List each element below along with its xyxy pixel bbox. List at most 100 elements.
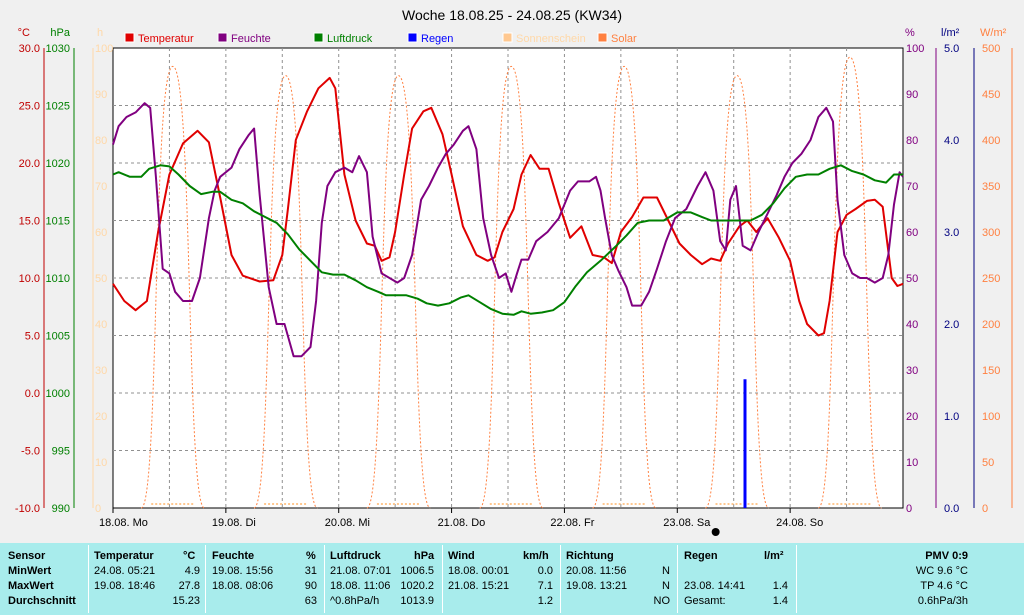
sun-tick-label: 40 [95,319,107,331]
sun-tick-label: 70 [95,181,107,193]
solar-tick-label: 450 [982,89,1000,101]
temp-tick-label: 10.0 [19,273,40,285]
temperature-min-time: 24.08. 05:21 [94,565,156,577]
stats-separator [796,545,797,613]
x-tick-label: 20.08. Mi [325,517,370,529]
wind-min-time: 18.08. 00:01 [448,565,510,577]
pressure-max-time: 18.08. 11:06 [330,580,391,592]
pressure-tick-label: 1025 [46,101,70,113]
rain-tick-label: 4.0 [944,135,959,147]
sun-tick-label: 100 [95,43,113,55]
direction-header: Richtung [566,550,614,562]
humidity-tick-label: 0 [906,503,912,515]
pressure-min-value: 1006.5 [400,565,434,577]
pmv-header: PMV 0:9 [925,550,968,562]
stats-separator [677,545,678,613]
legend-label: Solar [611,33,637,45]
direction-avg-value: NO [653,595,671,607]
pressure-tick-label: 1015 [46,216,70,228]
maxwert-label: MaxWert [8,580,54,592]
sun-tick-label: 60 [95,227,107,239]
wind-max-value: 7.1 [537,580,553,592]
legend-swatch [313,32,324,43]
legend-swatch [217,32,228,43]
humidity-avg-value: 63 [304,595,317,607]
temp-tick-label: 5.0 [25,331,40,343]
x-tick-label: 21.08. Do [438,517,486,529]
humidity-tick-label: 70 [906,181,918,193]
solar-tick-label: 300 [982,227,1000,239]
humidity-tick-label: 20 [906,411,918,423]
pressure-max-value: 1020.2 [400,580,434,592]
rain-tick-label: 5.0 [944,43,959,55]
durchschnitt-label: Durchschnitt [8,595,76,607]
sun-tick-label: 0 [95,503,101,515]
stats-separator [324,545,325,613]
rain-unit: l/m² [764,550,784,562]
x-tick-label: 22.08. Fr [550,517,594,529]
wind-min-value: 0.0 [537,565,553,577]
solar-tick-label: 100 [982,411,1000,423]
pressure-tick-label: 1030 [46,43,70,55]
pressure-tick-label: 990 [52,503,70,515]
wind-header: Wind [448,550,475,562]
solar-tick-label: 250 [982,273,1000,285]
solar-tick-label: 500 [982,43,1000,55]
wind-max-time: 21.08. 15:21 [448,580,510,592]
solar-tick-label: 200 [982,319,1000,331]
direction-max-value: N [662,580,670,592]
pressure-tick-label: 995 [52,446,70,458]
rain-total-value: 1.4 [772,595,788,607]
wind-unit: km/h [523,550,549,562]
legend-label: Feuchte [231,33,271,45]
pmv-dewpoint: TP 4.6 °C [920,580,968,592]
pressure-trend: ^0.8hPa/h [330,595,380,607]
temperature-max-time: 19.08. 18:46 [94,580,156,592]
humidity-tick-label: 60 [906,227,918,239]
solar-curve [592,65,657,509]
pressure-avg-value: 1013.9 [400,595,434,607]
humidity-max-time: 18.08. 08:06 [212,580,274,592]
pressure-tick-label: 1010 [46,273,70,285]
sun-tick-label: 90 [95,89,107,101]
temperature-min-value: 4.9 [184,565,200,577]
pressure-tick-label: 1020 [46,158,70,170]
humidity-min-time: 19.08. 15:56 [212,565,274,577]
pressure-tick-label: 1005 [46,331,70,343]
solar-tick-label: 150 [982,365,1000,377]
chart-svg: Woche 18.08.25 - 24.08.25 (KW34) Temperat… [15,7,1013,536]
temp-tick-label: 15.0 [19,216,40,228]
minwert-label: MinWert [8,565,52,577]
legend-label: Luftdruck [327,33,373,45]
pressure-unit: hPa [414,550,435,562]
pressure-header: Luftdruck [330,550,381,562]
x-tick-label: 19.08. Di [212,517,256,529]
humidity-max-value: 90 [304,580,317,592]
stats-separator [205,545,206,613]
x-tick-label: 18.08. Mo [99,517,148,529]
temperature-max-value: 27.8 [178,580,200,592]
rain-header: Regen [684,550,718,562]
rain-total-label: Gesamt: [684,595,726,607]
humidity-unit: % [306,550,316,562]
sun-tick-label: 10 [95,457,107,469]
rain-max-time: 23.08. 14:41 [684,580,746,592]
direction-min-time: 20.08. 11:56 [566,565,627,577]
sun-axis-unit: h [97,27,103,39]
solar-curve [253,75,318,509]
stats-separator [442,545,443,613]
humidity-header: Feuchte [212,550,255,562]
pressure-axis-unit: hPa [50,27,70,39]
current-time-marker [711,528,720,536]
series-line-temperatur [112,76,904,337]
legend-swatch [597,32,608,43]
humidity-tick-label: 90 [906,89,918,101]
sun-tick-label: 30 [95,365,107,377]
humidity-tick-label: 30 [906,365,918,377]
humidity-tick-label: 10 [906,457,918,469]
x-tick-label: 24.08. So [776,517,823,529]
solar-curve [366,75,431,509]
stats-separator [88,545,89,613]
pmv-pressure-trend: 0.6hPa/3h [917,595,968,607]
humidity-axis-unit: % [905,27,915,39]
